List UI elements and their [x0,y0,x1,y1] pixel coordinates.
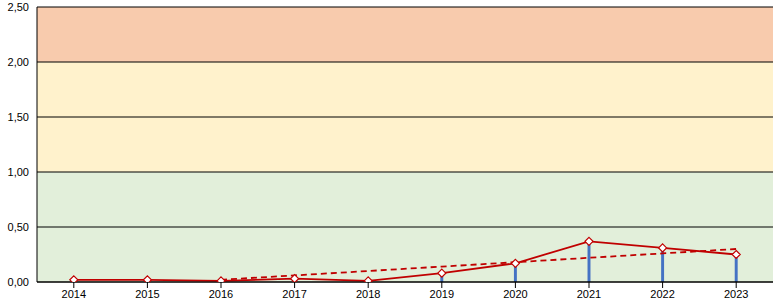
svg-text:2014: 2014 [62,288,86,300]
svg-text:2017: 2017 [282,288,306,300]
svg-text:2019: 2019 [430,288,454,300]
svg-text:2020: 2020 [503,288,527,300]
svg-text:1,50: 1,50 [8,111,29,123]
svg-text:2018: 2018 [356,288,380,300]
svg-text:2,50: 2,50 [8,1,29,13]
svg-text:0,00: 0,00 [8,276,29,288]
svg-text:2023: 2023 [724,288,748,300]
svg-text:2015: 2015 [135,288,159,300]
svg-text:1,00: 1,00 [8,166,29,178]
svg-text:0,50: 0,50 [8,221,29,233]
svg-text:2016: 2016 [209,288,233,300]
svg-text:2021: 2021 [577,288,601,300]
svg-text:2022: 2022 [650,288,674,300]
svg-text:2,00: 2,00 [8,56,29,68]
